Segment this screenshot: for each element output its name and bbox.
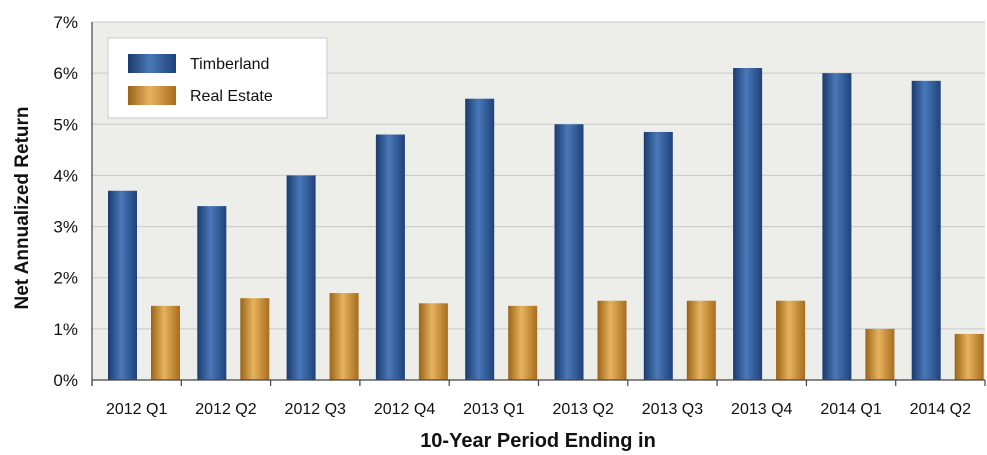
- bar-timberland: [643, 131, 673, 380]
- y-tick-label: 1%: [53, 320, 78, 339]
- y-tick-label: 7%: [53, 13, 78, 32]
- legend-label-timberland: Timberland: [190, 56, 269, 73]
- bar-timberland: [465, 98, 495, 380]
- legend: Timberland Real Estate: [107, 37, 328, 119]
- legend-swatch-real-estate: [128, 86, 176, 105]
- bar-timberland: [375, 134, 405, 380]
- bar-timberland: [822, 73, 852, 381]
- x-tick-label: 2014 Q1: [820, 401, 881, 418]
- y-tick-label: 3%: [53, 218, 78, 237]
- bar-timberland: [554, 124, 584, 381]
- y-tick-label: 0%: [53, 371, 78, 390]
- bars: [108, 68, 984, 381]
- bar-timberland: [197, 206, 227, 380]
- y-tick-label: 5%: [53, 115, 78, 134]
- bar-real-estate: [418, 303, 448, 380]
- x-tick-label: 2013 Q4: [731, 401, 792, 418]
- x-tick-label: 2012 Q4: [374, 401, 435, 418]
- bar-timberland: [911, 80, 941, 381]
- x-tick-label: 2012 Q3: [285, 401, 346, 418]
- y-tick-label: 4%: [53, 166, 78, 185]
- bar-timberland: [108, 190, 137, 380]
- bar-real-estate: [686, 300, 716, 380]
- bar-real-estate: [240, 298, 270, 380]
- x-tick-label: 2013 Q3: [642, 401, 703, 418]
- y-tick-label: 6%: [53, 64, 78, 83]
- legend-swatch-timberland: [128, 54, 176, 73]
- y-axis-title: Net Annualized Return: [12, 106, 33, 309]
- bar-timberland: [733, 68, 763, 381]
- x-tick-label: 2012 Q1: [106, 401, 167, 418]
- x-tick-label: 2012 Q2: [195, 401, 256, 418]
- x-tick-label: 2014 Q2: [910, 401, 971, 418]
- bar-real-estate: [151, 305, 180, 380]
- bar-real-estate: [508, 305, 538, 380]
- axes: 0% 1% 2% 3% 4% 5% 6% 7% 2012 Q1 2012 Q2 2012 Q3 201…: [53, 13, 986, 418]
- legend-box: [107, 37, 328, 119]
- bar-real-estate: [597, 300, 627, 380]
- bar-real-estate: [329, 293, 359, 380]
- bar-real-estate: [776, 300, 806, 380]
- x-axis-title: 10-Year Period Ending in: [420, 430, 656, 452]
- bar-real-estate: [954, 333, 984, 380]
- bar-real-estate: [865, 328, 895, 380]
- bar-timberland: [286, 175, 316, 380]
- y-tick-label: 2%: [53, 269, 78, 288]
- x-tick-label: 2013 Q1: [463, 401, 524, 418]
- legend-label-real-estate: Real Estate: [190, 88, 273, 105]
- x-tick-label: 2013 Q2: [552, 401, 613, 418]
